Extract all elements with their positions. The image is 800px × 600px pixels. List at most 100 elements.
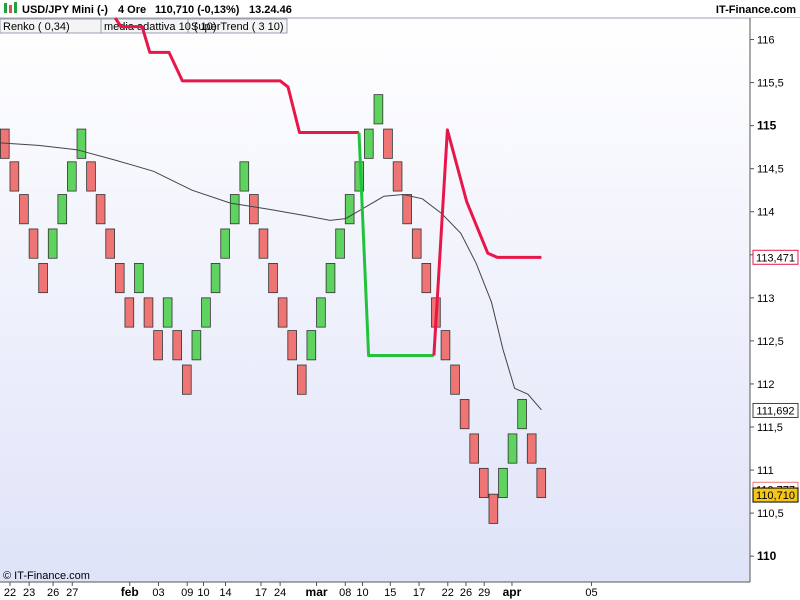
x-tick-label: 26 <box>47 587 59 599</box>
renko-brick-down <box>287 330 297 361</box>
renko-brick-down <box>95 194 106 225</box>
renko-brick-down <box>38 262 48 294</box>
price-marker: 110,710 <box>752 487 799 503</box>
renko-brick-up <box>191 330 202 361</box>
x-tick-label: 17 <box>255 587 267 599</box>
x-tick-label: 10 <box>356 587 368 599</box>
header-brand: IT-Finance.com <box>716 4 796 16</box>
renko-brick-down <box>478 467 489 499</box>
renko-brick-up <box>220 228 230 259</box>
x-axis-ticks: 22 23 26 27 feb 03 09 10 14 17 24 mar 08 10 15 17 22 26 29… <box>4 582 598 599</box>
renko-brick-up <box>162 297 173 328</box>
svg-text:110,710: 110,710 <box>756 490 795 502</box>
x-tick-label: apr <box>503 585 522 599</box>
x-tick-label: 17 <box>413 587 425 599</box>
svg-text:111,692: 111,692 <box>756 405 794 417</box>
renko-brick-down <box>28 228 39 259</box>
renko-brick-down <box>459 399 470 430</box>
x-tick-label: 05 <box>585 587 597 599</box>
renko-brick-down <box>421 262 432 294</box>
legend-supertrend: SuperTrend ( 3 10) <box>191 21 284 33</box>
renko-brick-down <box>86 161 96 192</box>
renko-brick-up <box>373 94 384 125</box>
renko-brick-down <box>392 161 403 192</box>
y-tick-label: 114 <box>757 207 775 219</box>
header-bar <box>0 0 800 18</box>
renko-brick-up <box>210 262 221 294</box>
x-tick-label: mar <box>306 585 328 599</box>
y-tick-label: 115 <box>757 119 777 133</box>
adaptive-ma-path <box>0 142 542 411</box>
y-tick-label: 115,5 <box>757 78 784 90</box>
x-tick-label: 14 <box>219 587 231 599</box>
x-tick-label: 27 <box>66 587 78 599</box>
y-tick-label: 110 <box>757 549 777 563</box>
renko-bricks <box>0 94 547 524</box>
price-axis <box>750 18 800 600</box>
x-tick-label: 29 <box>478 587 490 599</box>
renko-brick-down <box>277 297 288 328</box>
renko-brick-up <box>306 330 317 361</box>
renko-brick-down <box>411 228 422 259</box>
renko-brick-up <box>344 194 355 225</box>
header-icon <box>4 2 17 13</box>
legend-renko: Renko ( 0,34) <box>3 21 70 33</box>
y-tick-label: 111,5 <box>757 422 783 434</box>
header-timeframe: 4 Ore <box>118 4 146 16</box>
renko-brick-up <box>76 128 87 159</box>
renko-brick-up <box>229 194 240 225</box>
renko-brick-down <box>450 364 460 395</box>
renko-brick-down <box>182 364 192 395</box>
adaptive-ma-line <box>0 142 542 411</box>
y-tick-label: 111 <box>757 465 774 477</box>
renko-brick-down <box>172 330 183 361</box>
renko-brick-up <box>201 297 211 328</box>
renko-brick-down <box>268 262 278 294</box>
price-marker: 111,692 <box>752 402 799 418</box>
y-tick-label: 112,5 <box>757 336 784 348</box>
y-tick-label: 112 <box>757 379 775 391</box>
renko-brick-down <box>258 228 269 259</box>
x-tick-label: 03 <box>152 587 164 599</box>
renko-brick-up <box>335 228 345 259</box>
renko-brick-up <box>364 128 374 159</box>
renko-brick-down <box>402 194 412 225</box>
svg-text:113,471: 113,471 <box>756 252 795 264</box>
renko-brick-up <box>517 399 527 430</box>
renko-brick-down <box>383 128 393 159</box>
renko-brick-up <box>134 262 144 294</box>
renko-brick-down <box>469 433 480 464</box>
copyright: © IT-Finance.com <box>3 570 90 582</box>
y-tick-label: 113 <box>757 293 775 305</box>
x-tick-label: 15 <box>384 587 396 599</box>
time-axis <box>0 582 750 600</box>
renko-brick-down <box>9 161 20 192</box>
x-tick-label: feb <box>121 585 139 599</box>
x-tick-label: 09 <box>181 587 193 599</box>
renko-brick-down <box>124 297 135 328</box>
y-tick-label: 114,5 <box>757 164 784 176</box>
renko-brick-down <box>249 194 259 225</box>
renko-brick-up <box>507 433 518 464</box>
x-tick-label: 24 <box>274 587 286 599</box>
legend-adaptive-ma: media adattiva 10 ( 10) <box>104 21 217 33</box>
supertrend-bear-segment <box>113 17 359 134</box>
renko-brick-up <box>316 297 326 328</box>
supertrend-bull-segment <box>357 132 434 357</box>
renko-brick-up <box>57 194 68 225</box>
renko-brick-down <box>488 493 499 524</box>
renko-brick-down <box>526 433 537 464</box>
renko-brick-down <box>114 262 125 294</box>
x-tick-label: 23 <box>23 587 35 599</box>
x-tick-label: 10 <box>197 587 209 599</box>
renko-brick-down <box>153 330 163 361</box>
supertrend-line <box>113 17 542 357</box>
renko-brick-up <box>47 228 58 259</box>
x-tick-label: 26 <box>460 587 472 599</box>
renko-brick-down <box>296 364 307 395</box>
renko-brick-down <box>19 194 29 225</box>
renko-brick-down <box>536 467 547 499</box>
x-tick-label: 22 <box>4 587 16 599</box>
supertrend-bear-segment <box>432 128 542 356</box>
